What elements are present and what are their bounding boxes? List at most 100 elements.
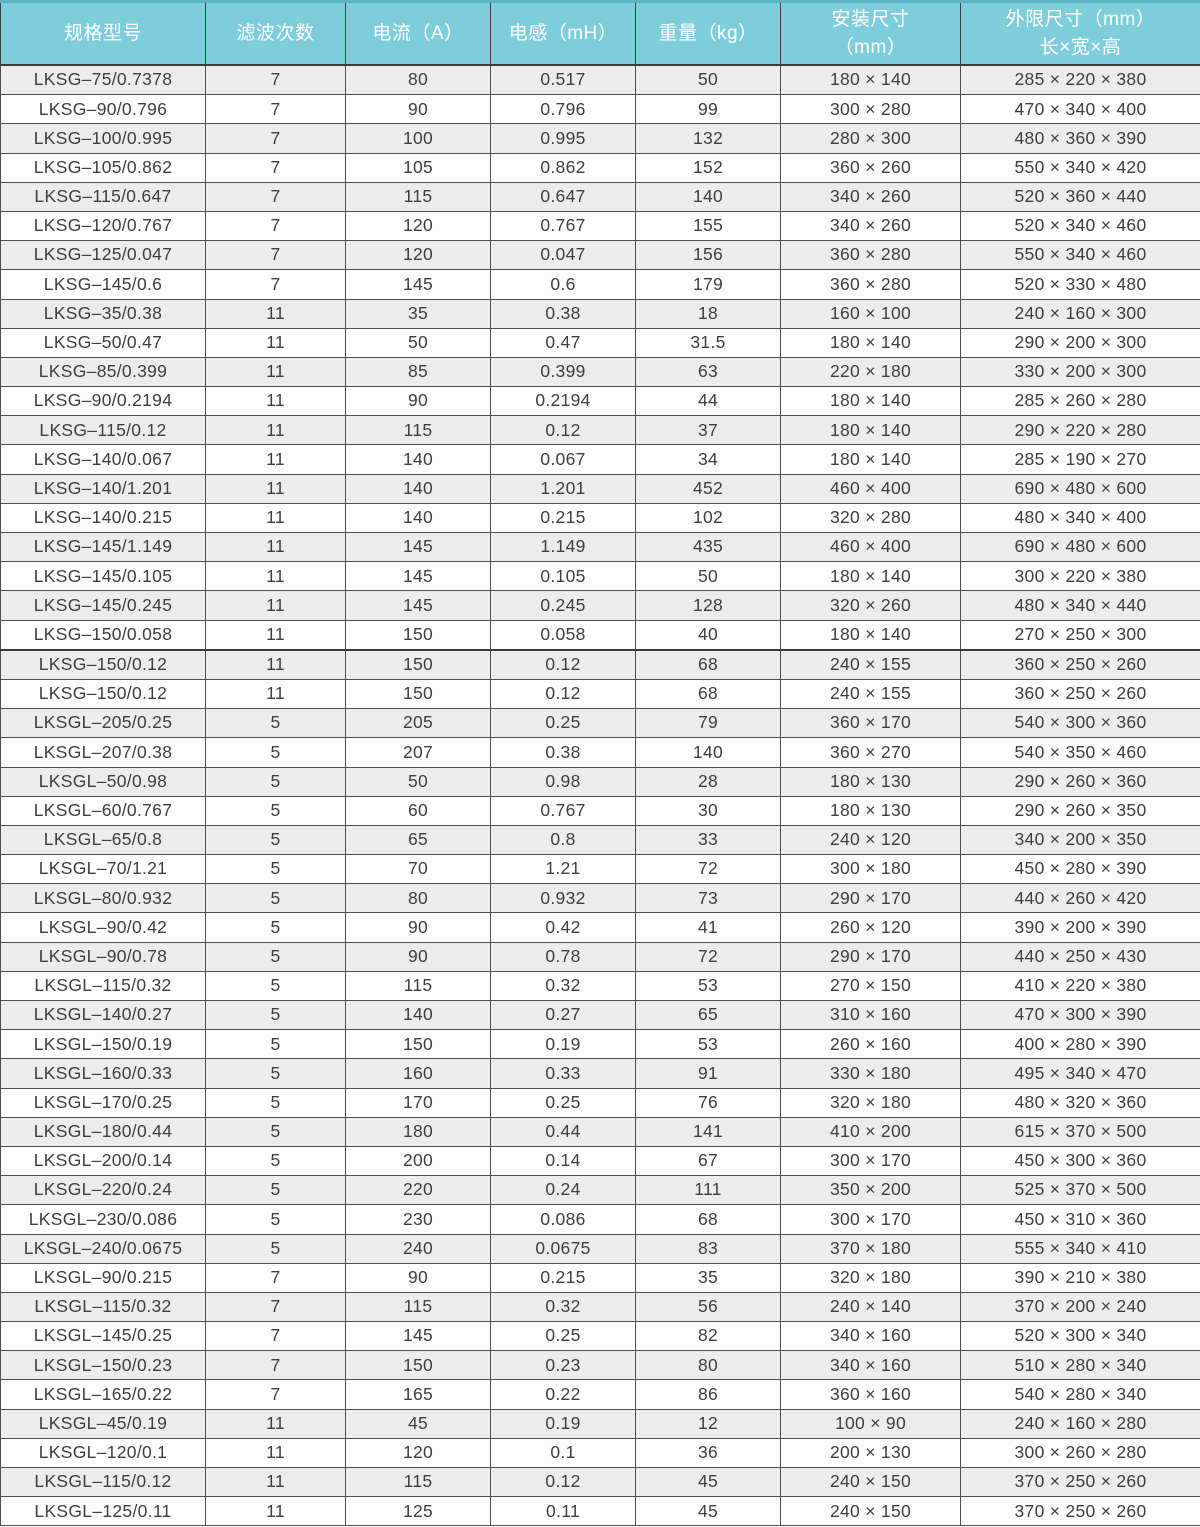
cell-overall-size: 480 × 360 × 390: [960, 123, 1200, 154]
table-row: LKSG–125/0.047 7 120 0.047 156 360 × 280 550 ×…: [0, 240, 1200, 271]
cell-mounting-size: 320 × 180: [780, 1087, 961, 1118]
cell-mounting-size: 290 × 170: [780, 941, 961, 972]
cell-filter-order: 11: [205, 1466, 346, 1498]
table-row: LKSG–85/0.399 11 85 0.399 63 220 × 180 330 × 2…: [0, 356, 1200, 388]
cell-weight: 102: [635, 502, 781, 534]
table-row: LKSG–75/0.7378 7 80 0.517 50 180 × 140 285 × 2…: [0, 64, 1200, 96]
cell-weight: 435: [635, 531, 781, 563]
cell-filter-order: 5: [205, 912, 346, 943]
table-row: LKSG–140/0.215 11 140 0.215 102 320 × 280 480 …: [0, 502, 1200, 534]
column-header-current: 电流（A）: [345, 0, 491, 66]
cell-inductance: 0.215: [490, 502, 636, 534]
cell-filter-order: 5: [205, 1145, 346, 1177]
cell-inductance: 0.32: [490, 970, 636, 1002]
cell-filter-order: 7: [205, 1321, 346, 1352]
cell-model: LKSGL–200/0.14: [0, 1145, 206, 1177]
cell-filter-order: 7: [205, 1350, 346, 1381]
cell-current: 50: [345, 327, 491, 358]
cell-mounting-size: 240 × 155: [780, 678, 961, 710]
cell-model: LKSGL–115/0.12: [0, 1466, 206, 1498]
cell-weight: 111: [635, 1175, 781, 1206]
cell-current: 200: [345, 1145, 491, 1177]
cell-weight: 73: [635, 883, 781, 914]
cell-weight: 152: [635, 152, 781, 183]
cell-current: 125: [345, 1496, 491, 1527]
cell-model: LKSGL–180/0.44: [0, 1116, 206, 1147]
cell-current: 150: [345, 1350, 491, 1381]
cell-overall-size: 370 × 200 × 240: [960, 1291, 1200, 1323]
cell-filter-order: 11: [205, 678, 346, 710]
cell-inductance: 0.12: [490, 678, 636, 710]
cell-inductance: 0.12: [490, 415, 636, 446]
cell-overall-size: 520 × 330 × 480: [960, 269, 1200, 300]
cell-inductance: 0.47: [490, 327, 636, 358]
column-header-filter-order: 滤波次数: [205, 0, 346, 66]
cell-inductance: 0.32: [490, 1291, 636, 1323]
cell-weight: 68: [635, 678, 781, 710]
cell-model: LKSG–85/0.399: [0, 356, 206, 388]
cell-inductance: 1.201: [490, 473, 636, 504]
cell-overall-size: 390 × 200 × 390: [960, 912, 1200, 943]
cell-filter-order: 7: [205, 1379, 346, 1410]
cell-weight: 156: [635, 240, 781, 271]
cell-filter-order: 5: [205, 737, 346, 768]
table-row: LKSGL–90/0.78 5 90 0.78 72 290 × 170 440 × 250…: [0, 941, 1200, 972]
table-body: LKSG–75/0.7378 7 80 0.517 50 180 × 140 285 × 2…: [0, 64, 1200, 1527]
table-row: LKSGL–160/0.33 5 160 0.33 91 330 × 180 495 × 3…: [0, 1058, 1200, 1089]
cell-inductance: 0.6: [490, 269, 636, 300]
cell-filter-order: 11: [205, 502, 346, 534]
cell-inductance: 0.42: [490, 912, 636, 943]
cell-weight: 18: [635, 298, 781, 329]
cell-current: 170: [345, 1087, 491, 1118]
cell-weight: 155: [635, 210, 781, 242]
cell-current: 120: [345, 210, 491, 242]
cell-inductance: 0.932: [490, 883, 636, 914]
cell-mounting-size: 180 × 130: [780, 766, 961, 797]
table-row: LKSGL–120/0.1 11 120 0.1 36 200 × 130 300 × 26…: [0, 1437, 1200, 1469]
cell-filter-order: 7: [205, 269, 346, 300]
cell-inductance: 0.25: [490, 1087, 636, 1118]
cell-filter-order: 5: [205, 999, 346, 1031]
cell-mounting-size: 330 × 180: [780, 1058, 961, 1089]
cell-mounting-size: 160 × 100: [780, 298, 961, 329]
cell-current: 115: [345, 415, 491, 446]
cell-filter-order: 5: [205, 795, 346, 826]
cell-mounting-size: 310 × 160: [780, 999, 961, 1031]
cell-overall-size: 480 × 340 × 400: [960, 502, 1200, 534]
cell-model: LKSGL–70/1.21: [0, 854, 206, 885]
table-row: LKSG–105/0.862 7 105 0.862 152 360 × 260 550 ×…: [0, 152, 1200, 183]
cell-model: LKSGL–115/0.32: [0, 1291, 206, 1323]
table-row: LKSGL–150/0.19 5 150 0.19 53 260 × 160 400 × 2…: [0, 1029, 1200, 1060]
cell-mounting-size: 300 × 280: [780, 94, 961, 125]
cell-mounting-size: 340 × 260: [780, 181, 961, 212]
cell-weight: 86: [635, 1379, 781, 1410]
cell-model: LKSG–150/0.12: [0, 648, 206, 680]
column-header-inductance: 电感（mH）: [490, 0, 636, 66]
cell-model: LKSG–75/0.7378: [0, 64, 206, 96]
cell-model: LKSGL–115/0.32: [0, 970, 206, 1002]
cell-overall-size: 290 × 260 × 350: [960, 795, 1200, 826]
cell-inductance: 0.796: [490, 94, 636, 125]
cell-filter-order: 7: [205, 64, 346, 96]
cell-inductance: 0.086: [490, 1204, 636, 1235]
cell-overall-size: 290 × 260 × 360: [960, 766, 1200, 797]
table-row: LKSGL–45/0.19 11 45 0.19 12 100 × 90 240 × 160…: [0, 1408, 1200, 1439]
cell-overall-size: 690 × 480 × 600: [960, 473, 1200, 504]
cell-inductance: 0.047: [490, 240, 636, 271]
cell-inductance: 0.98: [490, 766, 636, 797]
cell-model: LKSGL–90/0.215: [0, 1262, 206, 1293]
cell-current: 50: [345, 766, 491, 797]
cell-filter-order: 5: [205, 1204, 346, 1235]
cell-inductance: 0.767: [490, 795, 636, 826]
cell-overall-size: 290 × 200 × 300: [960, 327, 1200, 358]
cell-overall-size: 300 × 260 × 280: [960, 1437, 1200, 1469]
cell-overall-size: 240 × 160 × 280: [960, 1408, 1200, 1439]
cell-filter-order: 11: [205, 590, 346, 621]
cell-overall-size: 440 × 250 × 430: [960, 941, 1200, 972]
table-row: LKSG–90/0.2194 11 90 0.2194 44 180 × 140 285 ×…: [0, 386, 1200, 417]
cell-weight: 80: [635, 1350, 781, 1381]
cell-current: 145: [345, 269, 491, 300]
cell-overall-size: 340 × 200 × 350: [960, 824, 1200, 856]
cell-weight: 63: [635, 356, 781, 388]
cell-weight: 68: [635, 648, 781, 680]
